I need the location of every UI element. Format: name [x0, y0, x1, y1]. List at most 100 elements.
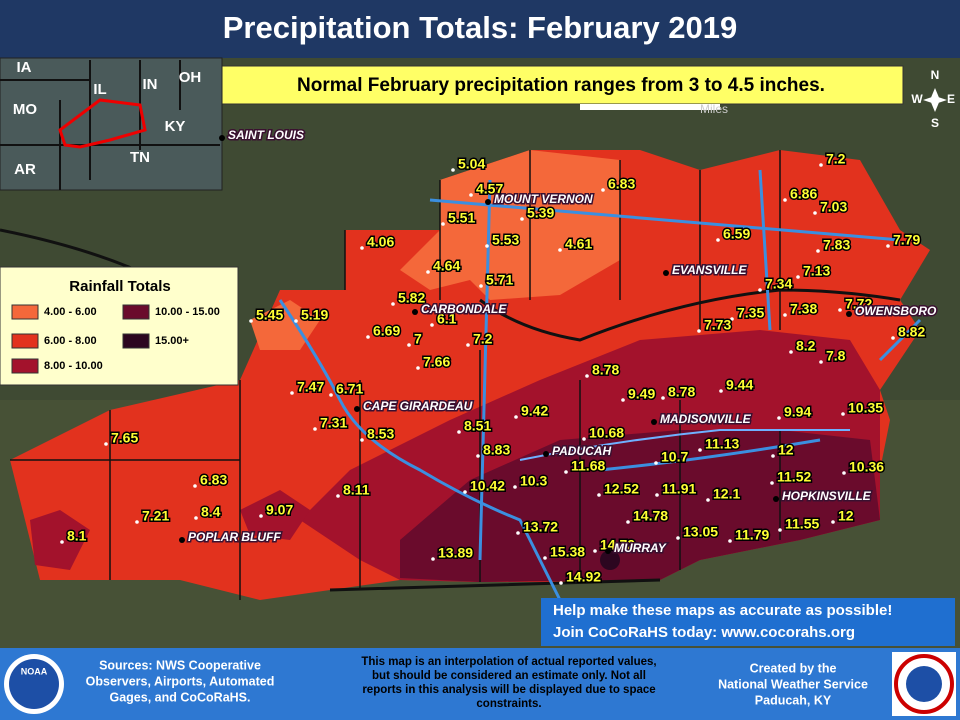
zone-4-6 [400, 150, 620, 300]
station-value: 5.39 [527, 205, 554, 221]
station-dot [559, 581, 563, 585]
station-value: 9.49 [628, 386, 655, 402]
noaa-logo-inner [9, 659, 59, 709]
city-dot [485, 199, 491, 205]
station-dot [838, 308, 842, 312]
station-dot [249, 319, 253, 323]
station-dot [777, 416, 781, 420]
station-dot [676, 536, 680, 540]
state-label: IA [17, 59, 32, 76]
station-dot [430, 323, 434, 327]
station-dot [771, 454, 775, 458]
station-value: 10.42 [470, 478, 505, 494]
legend-label: 10.00 - 15.00 [155, 306, 220, 318]
station-dot [485, 244, 489, 248]
station-value: 12.1 [713, 486, 740, 502]
station-value: 11.68 [571, 458, 605, 474]
station-value: 8.51 [464, 418, 491, 434]
station-dot [516, 531, 520, 535]
station-dot [585, 374, 589, 378]
station-dot [294, 319, 298, 323]
station-value: 5.51 [448, 210, 475, 226]
station-value: 6.1 [437, 311, 457, 327]
station-dot [431, 557, 435, 561]
legend-swatch [122, 304, 150, 320]
state-label: KY [165, 118, 186, 135]
station-value: 13.72 [523, 519, 558, 535]
station-dot [597, 493, 601, 497]
station-dot [135, 520, 139, 524]
station-value: 10.36 [849, 459, 884, 475]
station-dot [313, 427, 317, 431]
sources-text: Gages, and CoCoRaHS. [110, 690, 251, 704]
station-value: 11.79 [735, 527, 769, 543]
station-dot [655, 493, 659, 497]
noaa-label: NOAA [21, 666, 48, 676]
credit-text: Paducah, KY [755, 693, 832, 707]
zone-10-15 [400, 430, 880, 582]
compass-letter: S [931, 116, 939, 130]
station-dot [661, 396, 665, 400]
station-dot [891, 336, 895, 340]
station-value: 13.05 [683, 524, 718, 540]
compass-letter: N [931, 68, 940, 82]
city-label: MADISONVILLE [660, 412, 752, 426]
city-dot [354, 406, 360, 412]
station-dot [60, 540, 64, 544]
city-dot [651, 419, 657, 425]
station-dot [783, 313, 787, 317]
zone-15-plus [600, 550, 620, 570]
station-dot [886, 244, 890, 248]
legend-label: 4.00 - 6.00 [44, 306, 97, 318]
station-dot [451, 168, 455, 172]
station-dot [543, 556, 547, 560]
compass-letter: W [911, 92, 923, 106]
state-label: IL [93, 81, 106, 98]
station-value: 4.61 [565, 236, 592, 252]
compass-letter: E [947, 92, 955, 106]
station-dot [336, 494, 340, 498]
state-label: IN [143, 76, 158, 93]
station-value: 10.35 [848, 400, 883, 416]
banner: Normal February precipitation ranges fro… [297, 75, 825, 96]
station-dot [469, 193, 473, 197]
station-dot [290, 391, 294, 395]
station-value: 8.78 [668, 384, 695, 400]
sources-text: Sources: NWS Cooperative [99, 658, 261, 672]
station-dot [259, 514, 263, 518]
legend-box [0, 266, 239, 386]
city-dot [663, 270, 669, 276]
station-dot [476, 454, 480, 458]
station-dot [582, 437, 586, 441]
station-dot [626, 520, 630, 524]
station-dot [441, 222, 445, 226]
station-dot [193, 484, 197, 488]
station-value: 9.94 [784, 404, 811, 420]
station-value: 8.82 [898, 324, 925, 340]
city-label: PADUCAH [552, 444, 611, 458]
city-dot [846, 311, 852, 317]
station-dot [730, 317, 734, 321]
zone-8-10 [240, 490, 310, 540]
station-dot [360, 246, 364, 250]
station-dot [697, 329, 701, 333]
station-value: 5.53 [492, 232, 519, 248]
station-value: 7.66 [423, 354, 450, 370]
station-value: 8.78 [592, 362, 619, 378]
station-dot [719, 389, 723, 393]
station-value: 7.38 [790, 301, 817, 317]
station-value: 4.64 [433, 258, 460, 274]
station-value: 12 [778, 442, 794, 458]
station-value: 10.7 [661, 449, 688, 465]
station-value: 7.65 [111, 430, 138, 446]
nws-logo-center [906, 666, 942, 702]
station-dot [391, 302, 395, 306]
disclaimer-text: reports in this analysis will be display… [362, 684, 655, 696]
station-dot [329, 393, 333, 397]
station-dot [819, 360, 823, 364]
station-value: 13.89 [438, 545, 473, 561]
station-dot [770, 481, 774, 485]
station-value: 7.8 [826, 348, 846, 364]
station-dot [842, 471, 846, 475]
city-label: HOPKINSVILLE [782, 489, 872, 503]
